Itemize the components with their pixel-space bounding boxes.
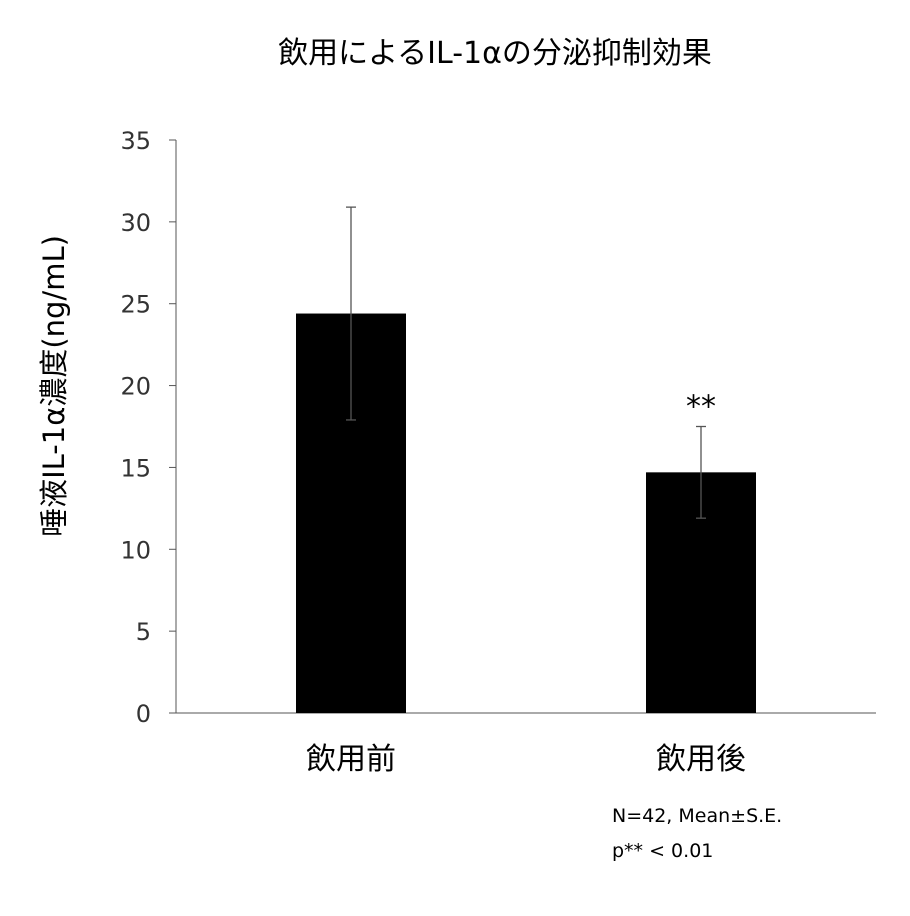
note-significance: p** < 0.01 bbox=[612, 840, 713, 862]
y-tick-label: 15 bbox=[120, 454, 151, 482]
y-axis-label: 唾液IL-1α濃度(ng/mL) bbox=[37, 235, 71, 537]
y-tick-label: 25 bbox=[120, 291, 151, 319]
chart-title: 飲用によるIL-1αの分泌抑制効果 bbox=[278, 36, 712, 71]
x-category-label: 飲用後 bbox=[656, 742, 746, 777]
significance-marker: ** bbox=[686, 390, 716, 425]
x-category-label: 飲用前 bbox=[306, 742, 396, 777]
y-tick-label: 20 bbox=[120, 373, 151, 401]
y-tick-label: 30 bbox=[120, 209, 151, 237]
note-sample: N=42, Mean±S.E. bbox=[612, 805, 782, 827]
y-tick-label: 35 bbox=[120, 127, 151, 155]
plot-area: 0 5 10 15 20 25 30 35 飲用前 飲用後 ** bbox=[120, 127, 876, 777]
y-tick-label: 10 bbox=[120, 536, 151, 564]
y-tick-label: 5 bbox=[136, 618, 151, 646]
y-tick-label: 0 bbox=[136, 700, 151, 728]
